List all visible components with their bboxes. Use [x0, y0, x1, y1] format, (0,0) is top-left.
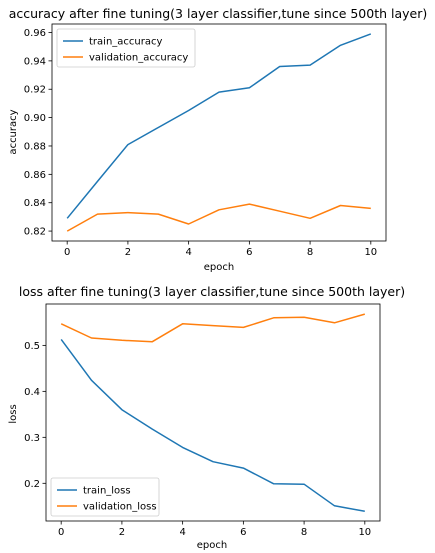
y-tick-label: 0.96	[24, 28, 46, 39]
series-line-train-loss	[60, 338, 365, 513]
legend-box	[50, 477, 160, 517]
x-tick-label: 8	[307, 247, 313, 258]
series-line-validation-loss	[60, 313, 366, 343]
y-tick-label: 0.4	[24, 387, 40, 398]
y-tick-label: 0.82	[24, 227, 46, 238]
y-tick-label: 0.88	[24, 141, 46, 152]
x-axis-label: epoch	[197, 540, 227, 551]
chart-title: accuracy after fine tuning(3 layer class…	[9, 6, 428, 21]
chart-title: loss after fine tuning(3 layer classifie…	[19, 284, 405, 299]
x-tick-label: 2	[119, 527, 125, 538]
y-tick-label: 0.3	[24, 433, 40, 444]
y-tick-label: 0.92	[24, 85, 46, 96]
accuracy-chart: accuracy after fine tuning(3 layer class…	[8, 6, 427, 273]
loss-chart: loss after fine tuning(3 layer classifie…	[8, 284, 405, 551]
axes-frame	[45, 303, 381, 522]
y-tick-label: 0.86	[24, 170, 46, 181]
x-tick-label: 6	[246, 247, 252, 258]
x-tick-label: 8	[301, 527, 307, 538]
x-tick-label: 6	[240, 527, 246, 538]
plot-area: 0 2 4 6 8 10 0.2 0.3 0.4 0.5 train_loss validation_…	[24, 303, 381, 538]
y-tick-label: 0.5	[24, 341, 40, 352]
y-axis-label: loss	[8, 404, 19, 423]
x-axis-label: epoch	[204, 262, 234, 273]
x-tick-label: 4	[179, 527, 185, 538]
x-tick-label: 0	[64, 247, 70, 258]
legend-label: validation_accuracy	[89, 53, 188, 64]
y-tick-label: 0.90	[24, 113, 46, 124]
series-line-train-accuracy	[66, 33, 372, 219]
y-tick-label: 0.84	[24, 198, 46, 209]
series-line-validation-accuracy	[66, 203, 371, 232]
y-axis-label: accuracy	[8, 109, 19, 154]
legend: train_loss validation_loss	[50, 477, 160, 517]
plot-area: 0 2 4 6 8 10 0.82 0.84 0.86 0.88 0.90 0.92 0.94 0.96 t…	[24, 23, 387, 258]
x-tick-label: 4	[185, 247, 191, 258]
y-tick-label: 0.2	[24, 479, 40, 490]
legend-label: train_accuracy	[89, 37, 162, 48]
legend: train_accuracy validation_accuracy	[56, 28, 196, 68]
legend-box	[56, 28, 196, 68]
x-tick-label: 0	[58, 527, 64, 538]
x-tick-label: 2	[125, 247, 131, 258]
legend-label: validation_loss	[83, 502, 157, 513]
x-tick-label: 10	[358, 527, 371, 538]
axes-frame	[51, 23, 387, 242]
x-tick-label: 10	[364, 247, 377, 258]
y-tick-label: 0.94	[24, 56, 46, 67]
legend-label: train_loss	[83, 486, 131, 497]
